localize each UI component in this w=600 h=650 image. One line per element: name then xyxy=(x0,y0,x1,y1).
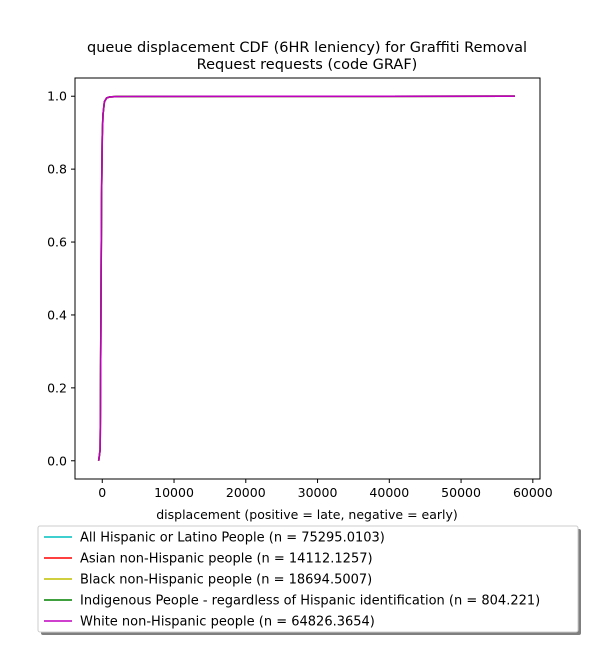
series-line-5 xyxy=(97,95,515,461)
y-tick-label: 1.0 xyxy=(47,89,67,104)
y-tick-label: 0.8 xyxy=(47,162,67,177)
x-tick-label: 20000 xyxy=(226,485,266,500)
x-tick-label: 40000 xyxy=(369,485,409,500)
x-tick-label: 10000 xyxy=(154,485,194,500)
legend-items: All Hispanic or Latino People (n = 75295… xyxy=(44,531,540,630)
chart-title-line-2: Request requests (code GRAF) xyxy=(197,57,418,73)
y-tick-label: 0.6 xyxy=(47,235,67,250)
x-tick-label: 0 xyxy=(98,485,106,500)
x-tick-label: 30000 xyxy=(298,485,338,500)
x-axis: 0 10000 20000 30000 40000 50000 60000 xyxy=(98,479,553,500)
y-tick-label: 0.4 xyxy=(47,307,67,322)
series-lines xyxy=(97,95,515,461)
x-tick-label: 60000 xyxy=(513,485,553,500)
y-tick-label: 0.2 xyxy=(47,380,67,395)
x-axis-label: displacement (positive = late, negative … xyxy=(156,507,458,522)
legend-label: Black non-Hispanic people (n = 18694.500… xyxy=(80,573,372,588)
y-tick-label: 0.0 xyxy=(47,453,67,468)
legend-box xyxy=(37,525,579,633)
x-tick-label: 50000 xyxy=(441,485,481,500)
chart-title-line-1: queue displacement CDF (6HR leniency) fo… xyxy=(87,40,527,56)
plot-area xyxy=(74,77,541,480)
legend: All Hispanic or Latino People (n = 75295… xyxy=(37,525,581,635)
legend-label: Indigenous People - regardless of Hispan… xyxy=(80,594,540,609)
legend-label: White non-Hispanic people (n = 64826.365… xyxy=(80,615,375,630)
legend-label: All Hispanic or Latino People (n = 75295… xyxy=(80,531,385,546)
legend-label: Asian non-Hispanic people (n = 14112.125… xyxy=(80,552,373,567)
y-axis: 0.0 0.2 0.4 0.6 0.8 1.0 xyxy=(47,89,75,468)
